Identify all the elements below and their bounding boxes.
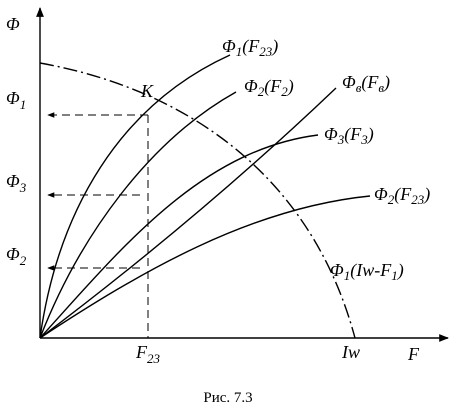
- curve-label: (F: [242, 36, 260, 57]
- curve-label: (F: [361, 72, 379, 93]
- curve-label: ): [397, 260, 404, 281]
- y-mark: Φ: [6, 244, 20, 264]
- axis-label: Φ: [6, 14, 20, 34]
- curve-label: 1: [236, 44, 243, 59]
- curve-label: 23: [259, 44, 273, 59]
- x-mark: F: [135, 342, 148, 362]
- curve-label: (F: [344, 124, 362, 145]
- curve: [39, 54, 231, 339]
- axis-label: F: [407, 344, 420, 364]
- curve-label: Φ2(F2): [244, 76, 294, 99]
- curve: [39, 87, 337, 339]
- curve-label: Φ: [330, 260, 344, 280]
- curve-label: Φ: [222, 36, 236, 56]
- curve-label: 1: [344, 268, 351, 283]
- curve: [39, 134, 319, 339]
- curve-label: Φ: [342, 72, 356, 92]
- y-mark: Φ: [6, 171, 20, 191]
- curve-label: в: [356, 80, 362, 95]
- axis-label: Φ: [6, 14, 20, 34]
- curve-label: 23: [411, 192, 425, 207]
- curve-label: Φ: [244, 76, 258, 96]
- curve-label: ): [367, 124, 374, 145]
- curve: [39, 195, 371, 339]
- curve-label: Φ2(F23): [374, 184, 430, 207]
- curve-label: ): [287, 76, 294, 97]
- curve-label: 2: [388, 192, 395, 207]
- y-mark: 1: [20, 97, 27, 112]
- curve-label: Φ1(F23): [222, 36, 278, 59]
- x-mark: Iw: [341, 342, 360, 362]
- y-mark: 2: [20, 253, 27, 268]
- x-mark: Iw: [341, 342, 360, 362]
- curve-label: в: [378, 80, 384, 95]
- caption: Рис. 7.3: [203, 390, 252, 406]
- curve: [39, 62, 356, 339]
- curve-label: 1: [391, 268, 398, 283]
- y-mark: 3: [19, 180, 27, 195]
- y-mark: Φ2: [6, 244, 27, 268]
- x-mark: F23: [135, 342, 161, 366]
- curve-label: Φ1(Iw-F1): [330, 260, 404, 283]
- axis-label: F: [407, 344, 420, 364]
- curve-label: Φ: [324, 124, 338, 144]
- curve-label: 2: [258, 84, 265, 99]
- curve: [39, 91, 237, 339]
- curve-label: ): [271, 36, 278, 57]
- x-mark: 23: [147, 351, 161, 366]
- curve-label: ): [383, 72, 390, 93]
- curve-label: (F: [264, 76, 282, 97]
- curve-label: Φ: [374, 184, 388, 204]
- y-mark: Φ3: [6, 171, 27, 195]
- point-label: K: [140, 81, 154, 101]
- curve-label: (Iw-F: [350, 260, 392, 281]
- curve-label: 2: [281, 84, 288, 99]
- curve-label: Φ3(F3): [324, 124, 374, 147]
- y-mark: Φ: [6, 88, 20, 108]
- curve-label: Φв(Fв): [342, 72, 390, 95]
- point-label: K: [140, 81, 154, 101]
- curve-label: 3: [360, 132, 368, 147]
- y-mark: Φ1: [6, 88, 26, 112]
- curve-label: ): [423, 184, 430, 205]
- curve-label: 3: [337, 132, 345, 147]
- curve-label: (F: [394, 184, 412, 205]
